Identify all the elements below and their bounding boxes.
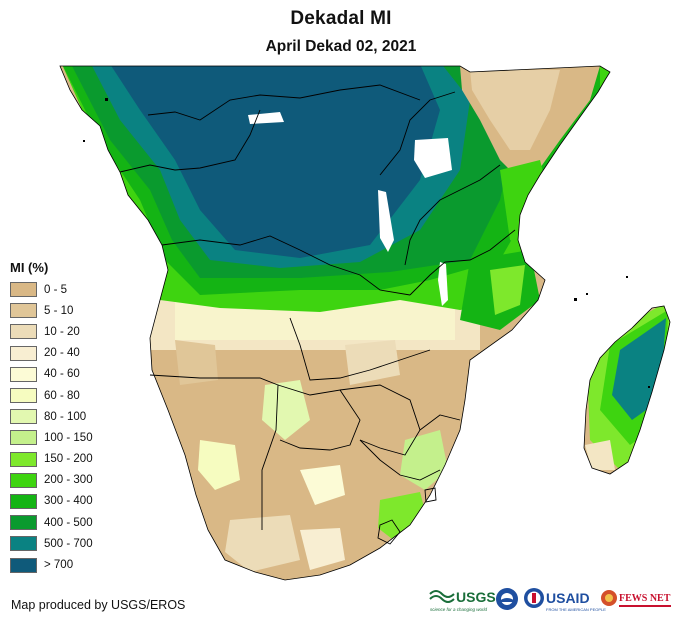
legend-item: 80 - 100 xyxy=(10,406,93,427)
legend-item: > 700 xyxy=(10,554,93,575)
legend-item: 10 - 20 xyxy=(10,321,93,342)
legend-swatch xyxy=(10,388,37,404)
legend-swatch xyxy=(10,472,37,488)
legend-swatch xyxy=(10,430,37,446)
legend-item: 0 - 5 xyxy=(10,279,93,300)
legend-swatch xyxy=(10,282,37,298)
noaa-logo xyxy=(496,588,518,610)
legend: MI (%) 0 - 5 5 - 10 10 - 20 20 - 40 40 - 60 6… xyxy=(10,260,93,576)
agency-logos: USGS science for a changing world USAID … xyxy=(429,588,671,612)
madagascar-coastline xyxy=(583,305,671,475)
legend-label: 400 - 500 xyxy=(44,516,93,529)
fews-net-text: FEWS NET xyxy=(619,593,671,604)
legend-swatch xyxy=(10,493,37,509)
legend-title: MI (%) xyxy=(10,260,49,275)
legend-swatch xyxy=(10,409,37,425)
legend-swatch xyxy=(10,536,37,552)
legend-label: 20 - 40 xyxy=(44,347,80,360)
legend-item: 20 - 40 xyxy=(10,343,93,364)
legend-swatch xyxy=(10,451,37,467)
legend-label: 10 - 20 xyxy=(44,325,80,338)
legend-label: 40 - 60 xyxy=(44,368,80,381)
africa-coastline xyxy=(59,65,611,581)
legend-swatch xyxy=(10,557,37,573)
country-borders xyxy=(119,84,516,545)
legend-swatch xyxy=(10,345,37,361)
fews-net-logo: FEWS NET xyxy=(601,590,671,607)
usgs-text: USGS xyxy=(456,589,496,605)
legend-item: 400 - 500 xyxy=(10,512,93,533)
legend-label: 150 - 200 xyxy=(44,453,93,466)
small-islands xyxy=(83,98,650,388)
legend-swatch xyxy=(10,303,37,319)
legend-swatch xyxy=(10,324,37,340)
legend-label: 60 - 80 xyxy=(44,389,80,402)
madagascar xyxy=(584,306,670,474)
legend-label: 500 - 700 xyxy=(44,537,93,550)
usaid-tagline: FROM THE AMERICAN PEOPLE xyxy=(546,607,606,612)
legend-item: 40 - 60 xyxy=(10,364,93,385)
legend-item: 100 - 150 xyxy=(10,427,93,448)
legend-label: > 700 xyxy=(44,559,74,572)
legend-item: 200 - 300 xyxy=(10,470,93,491)
legend-label: 200 - 300 xyxy=(44,474,93,487)
map-title: Dekadal MI xyxy=(290,8,392,29)
legend-item: 500 - 700 xyxy=(10,533,93,554)
legend-label: 80 - 100 xyxy=(44,410,87,423)
usgs-tagline: science for a changing world xyxy=(430,607,488,612)
legend-label: 300 - 400 xyxy=(44,495,93,508)
legend-label: 100 - 150 xyxy=(44,431,93,444)
usaid-text: USAID xyxy=(546,590,590,606)
legend-label: 5 - 10 xyxy=(44,304,74,317)
legend-item: 60 - 80 xyxy=(10,385,93,406)
legend-item: 150 - 200 xyxy=(10,449,93,470)
map-credit: Map produced by USGS/EROS xyxy=(11,598,186,612)
legend-rows: 0 - 5 5 - 10 10 - 20 20 - 40 40 - 60 60 - 80 8… xyxy=(10,279,93,576)
legend-label: 0 - 5 xyxy=(44,283,68,296)
legend-item: 300 - 400 xyxy=(10,491,93,512)
map-subtitle: April Dekad 02, 2021 xyxy=(265,38,417,55)
moisture-index-map xyxy=(59,65,671,581)
legend-swatch xyxy=(10,515,37,531)
legend-swatch xyxy=(10,366,37,382)
usgs-logo: USGS science for a changing world xyxy=(429,589,496,612)
usaid-logo: USAID FROM THE AMERICAN PEOPLE xyxy=(524,588,606,612)
africa-landmass xyxy=(60,66,610,580)
legend-item: 5 - 10 xyxy=(10,300,93,321)
